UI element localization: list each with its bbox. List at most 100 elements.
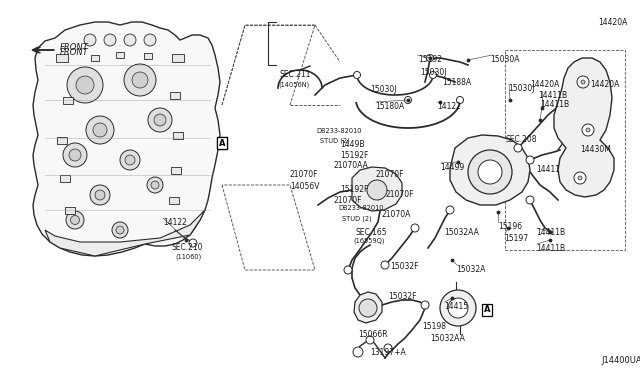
Circle shape bbox=[421, 301, 429, 309]
Circle shape bbox=[526, 196, 534, 204]
Circle shape bbox=[426, 55, 433, 61]
Bar bbox=[63, 96, 73, 103]
Circle shape bbox=[151, 181, 159, 189]
Circle shape bbox=[384, 344, 392, 352]
Circle shape bbox=[581, 80, 585, 84]
Text: 15030J: 15030J bbox=[420, 68, 447, 77]
Polygon shape bbox=[352, 167, 402, 211]
Circle shape bbox=[367, 180, 387, 200]
Text: 15192F: 15192F bbox=[340, 151, 369, 160]
Text: 14122: 14122 bbox=[437, 102, 461, 111]
Circle shape bbox=[526, 156, 534, 164]
Text: A: A bbox=[484, 305, 490, 314]
Circle shape bbox=[344, 266, 352, 274]
Text: 21070A: 21070A bbox=[382, 210, 412, 219]
Text: 14415: 14415 bbox=[444, 302, 468, 311]
Text: SEC.208: SEC.208 bbox=[506, 135, 538, 144]
Circle shape bbox=[404, 96, 412, 103]
Text: 14411B: 14411B bbox=[540, 100, 569, 109]
Text: SEC.210: SEC.210 bbox=[172, 243, 204, 252]
Text: 15030A: 15030A bbox=[490, 55, 520, 64]
Circle shape bbox=[125, 155, 135, 165]
Circle shape bbox=[147, 177, 163, 193]
Bar bbox=[116, 52, 124, 58]
Text: 14499: 14499 bbox=[440, 163, 464, 172]
Text: 15030J: 15030J bbox=[370, 85, 397, 94]
Text: (14056N): (14056N) bbox=[278, 81, 309, 87]
Text: 14420A: 14420A bbox=[598, 18, 627, 27]
Circle shape bbox=[468, 150, 512, 194]
Circle shape bbox=[381, 261, 389, 269]
Circle shape bbox=[353, 347, 363, 357]
Circle shape bbox=[577, 76, 589, 88]
Text: 15030J: 15030J bbox=[508, 84, 534, 93]
Circle shape bbox=[104, 34, 116, 46]
Text: 15196: 15196 bbox=[498, 222, 522, 231]
Bar bbox=[65, 206, 75, 214]
Circle shape bbox=[411, 224, 419, 232]
Circle shape bbox=[586, 128, 590, 132]
Polygon shape bbox=[554, 58, 614, 197]
Circle shape bbox=[67, 67, 103, 103]
Text: STUD (2): STUD (2) bbox=[342, 215, 372, 221]
Circle shape bbox=[366, 336, 374, 344]
Circle shape bbox=[69, 149, 81, 161]
Text: 15032F: 15032F bbox=[388, 292, 417, 301]
Circle shape bbox=[124, 64, 156, 96]
Text: 13197+A: 13197+A bbox=[370, 348, 406, 357]
Bar bbox=[171, 167, 181, 173]
Text: (11060): (11060) bbox=[175, 254, 201, 260]
Text: 14420A: 14420A bbox=[590, 80, 620, 89]
Bar bbox=[173, 131, 183, 138]
Text: SEC.165: SEC.165 bbox=[355, 228, 387, 237]
Text: STUD (2): STUD (2) bbox=[320, 138, 349, 144]
Circle shape bbox=[86, 116, 114, 144]
Bar bbox=[144, 53, 152, 59]
Text: 15180A: 15180A bbox=[375, 102, 404, 111]
Text: (16559Q): (16559Q) bbox=[353, 238, 385, 244]
Text: 15032AA: 15032AA bbox=[430, 334, 465, 343]
Circle shape bbox=[90, 185, 110, 205]
Text: A: A bbox=[219, 138, 225, 148]
Text: 15192: 15192 bbox=[418, 55, 442, 64]
Circle shape bbox=[148, 108, 172, 132]
Bar bbox=[57, 137, 67, 144]
Circle shape bbox=[514, 144, 522, 152]
Circle shape bbox=[154, 114, 166, 126]
Circle shape bbox=[582, 124, 594, 136]
Circle shape bbox=[66, 211, 84, 229]
Circle shape bbox=[456, 96, 463, 103]
Circle shape bbox=[95, 190, 105, 200]
Text: 15188A: 15188A bbox=[442, 78, 471, 87]
Text: 1449B: 1449B bbox=[340, 140, 365, 149]
Polygon shape bbox=[33, 22, 220, 256]
Circle shape bbox=[574, 172, 586, 184]
Circle shape bbox=[440, 290, 476, 326]
Polygon shape bbox=[450, 135, 530, 205]
Text: 15198: 15198 bbox=[422, 322, 446, 331]
Text: DB233-82010: DB233-82010 bbox=[316, 128, 362, 134]
Polygon shape bbox=[354, 292, 382, 323]
Text: J14400UA: J14400UA bbox=[601, 356, 640, 365]
Text: 15192F: 15192F bbox=[340, 185, 369, 194]
Circle shape bbox=[132, 72, 148, 88]
Bar bbox=[60, 174, 70, 182]
Circle shape bbox=[359, 299, 377, 317]
Bar bbox=[170, 92, 180, 99]
Bar bbox=[91, 55, 99, 61]
Bar bbox=[169, 196, 179, 203]
Circle shape bbox=[93, 123, 107, 137]
Text: 21070F: 21070F bbox=[385, 190, 413, 199]
Text: DB233-82010: DB233-82010 bbox=[338, 205, 383, 211]
Circle shape bbox=[478, 160, 502, 184]
Text: 21070F: 21070F bbox=[290, 170, 319, 179]
Text: SEC.211: SEC.211 bbox=[280, 70, 312, 79]
Text: 14411B: 14411B bbox=[538, 91, 567, 100]
Text: 14420A: 14420A bbox=[530, 80, 559, 89]
Text: 14122: 14122 bbox=[163, 218, 187, 227]
Text: A: A bbox=[219, 138, 225, 148]
Circle shape bbox=[578, 176, 582, 180]
Text: 15032A: 15032A bbox=[456, 265, 485, 274]
Text: 14430M: 14430M bbox=[580, 145, 611, 154]
Circle shape bbox=[144, 34, 156, 46]
